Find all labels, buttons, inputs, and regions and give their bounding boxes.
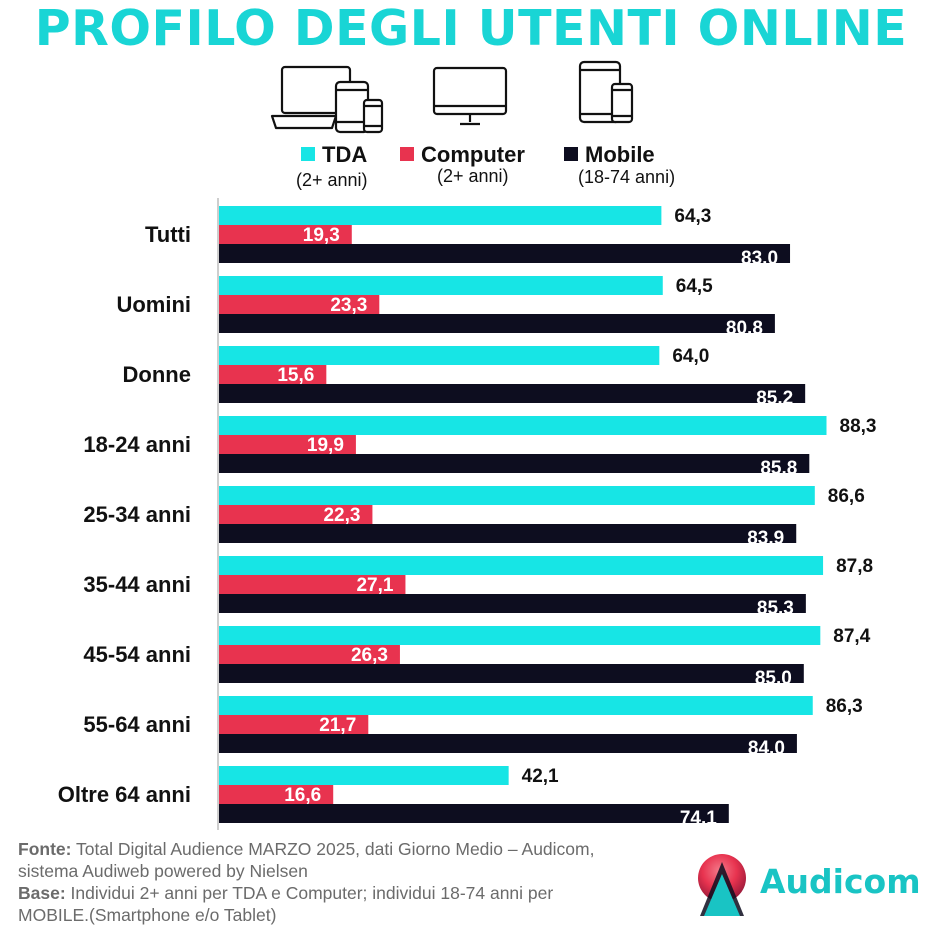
data-label-tda: 88,3 (840, 416, 877, 437)
legend-swatch-tda (301, 147, 315, 161)
bar-tda (219, 626, 821, 645)
legend-sub-computer: (2+ anni) (437, 166, 509, 186)
source-base-text: Individui 2+ anni per TDA e Computer; in… (18, 883, 554, 925)
desktop-monitor-icon (432, 66, 508, 126)
bar-tda (219, 276, 663, 295)
data-label-tda: 87,4 (833, 626, 870, 647)
bar-mobile (219, 524, 797, 543)
data-label-tda: 87,8 (836, 556, 873, 577)
source-fonte-text: Total Digital Audience MARZO 2025, dati … (18, 839, 595, 881)
data-label-computer: 27,1 (356, 575, 393, 596)
bar-mobile (219, 594, 806, 613)
bar-computer (219, 365, 327, 384)
bar-mobile (219, 314, 775, 333)
legend-swatch-computer (400, 147, 414, 161)
source-fonte-label: Fonte: (18, 839, 72, 859)
data-label-mobile: 85.3 (757, 598, 794, 619)
category-label: 35-44 anni (83, 572, 191, 597)
data-label-tda: 86,3 (826, 696, 863, 717)
data-label-mobile: 83.0 (741, 248, 778, 269)
bar-mobile (219, 454, 810, 473)
bar-computer (219, 785, 334, 804)
source-base: Base: Individui 2+ anni per TDA e Comput… (18, 882, 628, 926)
tablet-phone-icon (578, 60, 634, 124)
category-label: Uomini (116, 292, 191, 317)
bar-computer (219, 505, 373, 524)
bar-computer (219, 715, 369, 734)
bar-tda (219, 696, 813, 715)
bar-computer (219, 575, 406, 594)
audicom-logo-icon (698, 854, 746, 916)
legend-swatch-mobile (564, 147, 578, 161)
source-note: Fonte: Total Digital Audience MARZO 2025… (18, 838, 628, 926)
category-label: 45-54 anni (83, 642, 191, 667)
source-fonte: Fonte: Total Digital Audience MARZO 2025… (18, 838, 628, 882)
bar-mobile (219, 804, 729, 823)
category-label: 18-24 anni (83, 432, 191, 457)
bar-computer (219, 645, 400, 664)
data-label-mobile: 84.0 (748, 738, 785, 759)
data-label-computer: 23,3 (330, 295, 367, 316)
data-label-computer: 16,6 (284, 785, 321, 806)
data-label-computer: 21,7 (319, 715, 356, 736)
bar-tda (219, 346, 660, 365)
data-label-computer: 15,6 (277, 365, 314, 386)
bar-mobile (219, 734, 797, 753)
bar-computer (219, 435, 356, 454)
data-label-computer: 19,9 (307, 435, 344, 456)
audicom-logo-text: Audicom (760, 862, 921, 901)
data-label-tda: 42,1 (522, 766, 559, 787)
bar-mobile (219, 244, 791, 263)
data-label-tda: 64,0 (672, 346, 709, 367)
bar-tda (219, 556, 824, 575)
bar-tda (219, 486, 815, 505)
bar-tda (219, 206, 662, 225)
bar-mobile (219, 384, 806, 403)
source-base-label: Base: (18, 883, 66, 903)
category-label: 55-64 anni (83, 712, 191, 737)
data-label-mobile: 85.2 (756, 388, 793, 409)
category-label: Donne (123, 362, 191, 387)
legend-label-computer: Computer (421, 142, 525, 167)
legend-sub-mobile: (18-74 anni) (578, 167, 676, 187)
data-label-mobile: 83.9 (747, 528, 784, 549)
data-label-tda: 64,5 (676, 276, 713, 297)
bar-computer (219, 225, 352, 244)
bar-tda (219, 766, 509, 785)
category-label: Tutti (145, 222, 191, 247)
category-label: 25-34 anni (83, 502, 191, 527)
data-label-mobile: 80.8 (726, 318, 763, 339)
data-label-mobile: 85.0 (755, 668, 792, 689)
page-title: PROFILO DEGLI UTENTI ONLINE (34, 0, 908, 57)
data-label-mobile: 85.8 (760, 458, 797, 479)
data-label-tda: 86,6 (828, 486, 865, 507)
bar-mobile (219, 664, 804, 683)
bar-tda (219, 416, 827, 435)
data-label-computer: 19,3 (303, 225, 340, 246)
bar-computer (219, 295, 380, 314)
data-label-tda: 64,3 (674, 206, 711, 227)
bar-chart: Tutti 64,3 19,3 83.0 Uomini 64,5 23,3 80.8 Donne… (58, 198, 877, 830)
data-label-mobile: 74.1 (680, 808, 717, 829)
legend-label-tda: TDA (322, 142, 368, 167)
legend-sub-tda: (2+ anni) (296, 170, 368, 190)
data-label-computer: 22,3 (323, 505, 360, 526)
category-label: Oltre 64 anni (58, 782, 191, 807)
legend-label-mobile: Mobile (585, 142, 655, 167)
data-label-computer: 26,3 (351, 645, 388, 666)
laptop-phone-icon (270, 65, 384, 134)
